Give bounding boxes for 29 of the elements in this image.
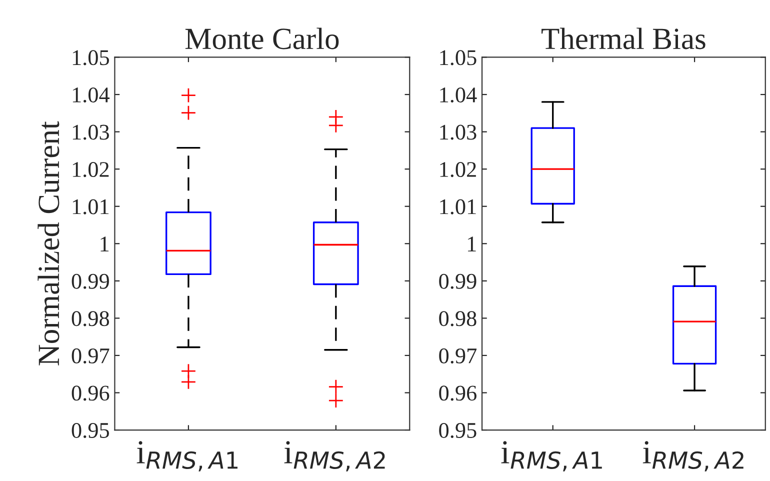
y-tick-label: 0.99 xyxy=(439,274,476,289)
x-tick-label: i$_{RMS,A1}$ xyxy=(136,441,238,472)
chart-title: Monte Carlo xyxy=(185,28,339,50)
y-tick-label: 1.01 xyxy=(440,199,476,214)
x-tick-label: i$_{RMS,A1}$ xyxy=(501,441,602,472)
y-tick-label: 1.02 xyxy=(440,162,476,178)
y-tick-label: 0.96 xyxy=(439,386,476,401)
y-tick-label: 1 xyxy=(100,236,109,252)
y-tick-label: 0.95 xyxy=(72,422,109,438)
y-tick-label: 1.03 xyxy=(440,124,476,140)
x-tick-label: i$_{RMS,A2}$ xyxy=(284,441,385,472)
y-tick-label: 1.05 xyxy=(72,50,109,66)
x-tick-label: i$_{RMS,A2}$ xyxy=(642,441,744,472)
chart-title: Thermal Bias xyxy=(542,28,706,50)
y-tick-label: 0.99 xyxy=(72,274,109,289)
y-tick-label: 1.05 xyxy=(440,50,476,66)
y-tick-label: 1.04 xyxy=(72,87,110,103)
y-tick-label: 0.96 xyxy=(72,386,110,401)
y-tick-label: 1.01 xyxy=(72,199,109,214)
y-tick-label: 0.98 xyxy=(72,311,110,326)
y-tick-label: 0.97 xyxy=(72,348,110,364)
y-tick-label: 1.04 xyxy=(440,87,477,103)
y-tick-label: 1 xyxy=(468,236,476,252)
y-tick-label: 0.98 xyxy=(439,311,476,326)
y-tick-label: 1.02 xyxy=(72,162,109,178)
y-tick-label: 0.97 xyxy=(439,348,477,364)
y-axis-title: Normalized Current xyxy=(38,121,60,366)
y-tick-label: 1.03 xyxy=(72,124,109,140)
y-tick-label: 0.95 xyxy=(439,422,476,438)
